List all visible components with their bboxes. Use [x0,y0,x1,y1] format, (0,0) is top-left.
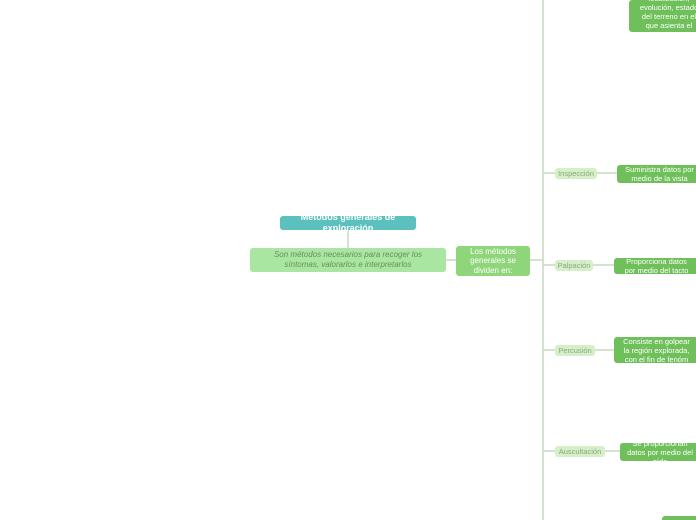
method-label-3[interactable]: Percusión [555,345,595,356]
method-label-2[interactable]: Palpación [555,260,593,271]
branch-node[interactable]: Los métodos generales se dividen en: [456,246,530,276]
method-detail-3[interactable]: Consiste en golpear la región explorada,… [614,337,696,363]
method-label-1[interactable]: Inspección [555,168,597,179]
mindmap-canvas: Métodos generales de exploración Son mét… [0,0,696,520]
root-node[interactable]: Métodos generales de exploración [280,216,416,230]
method-detail-2[interactable]: Proporciona datos por medio del tacto [614,258,696,274]
method-detail-0[interactable]: localización, evolución, estado del terr… [629,0,696,32]
method-partial-bottom [662,516,696,520]
method-detail-4[interactable]: Se proporcionan datos por medio del oído [620,443,696,461]
method-detail-1[interactable]: Suministra datos por medio de la vista [617,165,696,183]
method-label-4[interactable]: Auscultación [555,446,605,457]
root-subtitle[interactable]: Son métodos necesarios para recoger los … [250,248,446,272]
